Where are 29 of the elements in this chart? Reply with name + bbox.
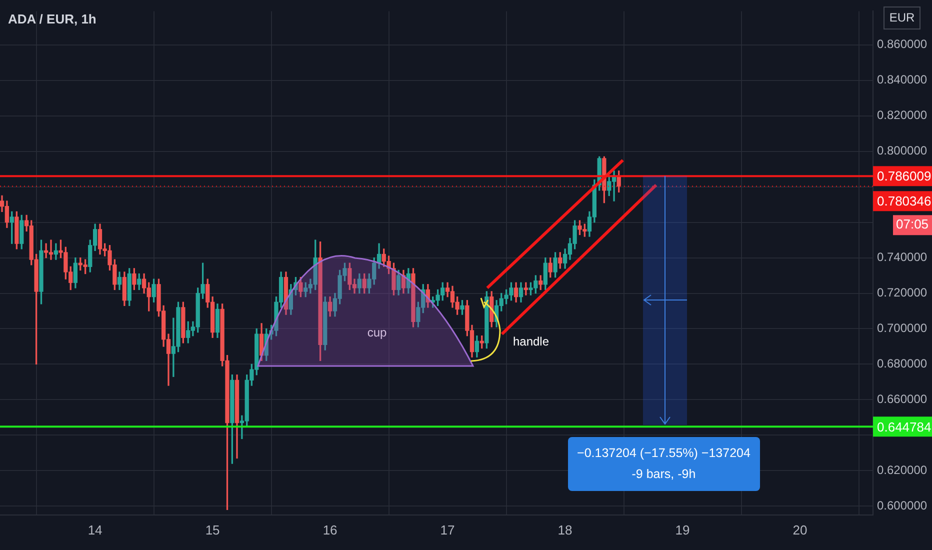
y-tick-label: 0.660000 <box>877 392 928 406</box>
annotation: cup <box>367 325 387 340</box>
text: 07:05 <box>896 216 929 232</box>
x-tick-label: 20 <box>792 522 808 538</box>
chart-title: ADA / EUR, 1h <box>8 12 96 27</box>
text: EUR <box>889 10 915 24</box>
annotation: -9 bars, -9h <box>630 467 697 482</box>
ref-line-label: 0.786009 <box>877 168 932 184</box>
y-tick-label: 0.840000 <box>877 72 928 87</box>
x-tick-label: 15 <box>205 522 220 538</box>
y-tick-label: 0.820000 <box>877 108 928 122</box>
annotation: −0.137204 (−17.55%) −137204 <box>576 446 752 460</box>
y-tick-label: 0.720000 <box>877 286 928 300</box>
x-tick-label: 18 <box>558 522 572 538</box>
y-tick-label: 0.860000 <box>877 37 928 52</box>
annotation: handle <box>512 334 550 348</box>
candlestick <box>54 243 58 260</box>
legend-label: 0.780346 <box>877 194 932 209</box>
y-tick-label: 0.600000 <box>877 498 928 512</box>
x-tick-label: 17 <box>440 522 455 538</box>
y-tick-label: 0.680000 <box>877 356 928 371</box>
x-tick-label: 19 <box>675 522 690 538</box>
y-tick-label: 0.800000 <box>877 144 928 158</box>
y-tick-label: 0.700000 <box>877 321 928 336</box>
y-tick-label: 0.620000 <box>877 462 928 477</box>
ref-line-label: 0.644784 <box>877 419 932 434</box>
x-tick-label: 14 <box>88 522 102 538</box>
x-tick-label: 16 <box>322 522 338 538</box>
y-tick-label: 0.740000 <box>877 250 928 264</box>
